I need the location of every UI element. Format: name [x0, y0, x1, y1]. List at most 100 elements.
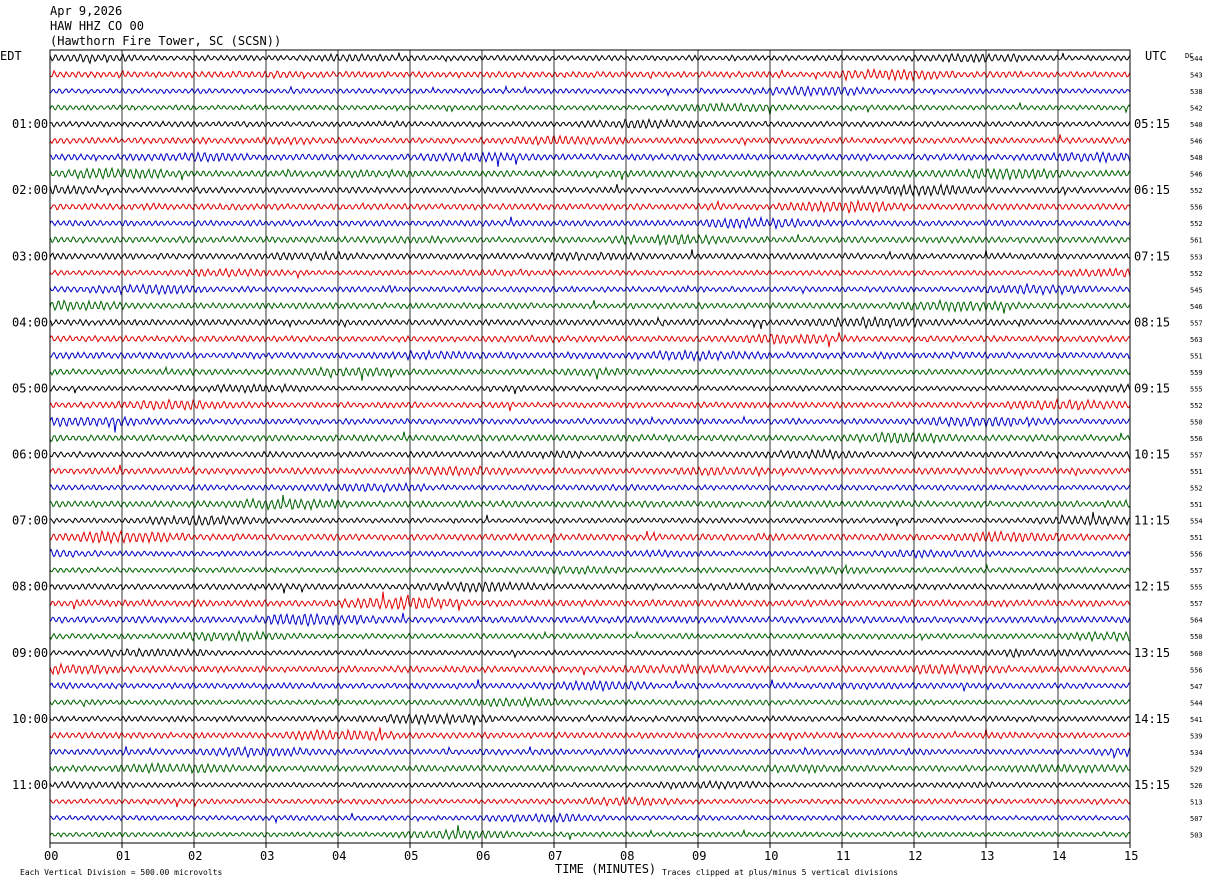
- plot-frame: [49, 49, 1131, 844]
- dc-offset-15: 546: [1190, 303, 1203, 311]
- trace-row-35: [49, 629, 1131, 643]
- trace-row-24: [49, 448, 1131, 461]
- trace-row-6: [49, 151, 1131, 167]
- trace-row-41: [49, 727, 1131, 742]
- x-tick-label-01: 01: [116, 849, 130, 863]
- edt-hour-label: 01:00: [12, 117, 48, 131]
- dc-offset-1: 543: [1190, 72, 1203, 80]
- trace-row-22: [49, 415, 1130, 433]
- trace-row-28: [49, 511, 1131, 528]
- trace-row-0: [49, 52, 1131, 65]
- trace-row-23: [49, 431, 1131, 445]
- x-tick-label-04: 04: [332, 849, 346, 863]
- x-tick-label-02: 02: [188, 849, 202, 863]
- trace-row-31: [49, 563, 1131, 576]
- dc-offset-18: 551: [1190, 352, 1203, 360]
- minute-grid: [49, 49, 1131, 848]
- dc-offset-45: 513: [1190, 798, 1203, 806]
- dc-offset-46: 507: [1190, 815, 1203, 823]
- edt-hour-label: 08:00: [12, 580, 48, 594]
- dc-offset-16: 557: [1190, 319, 1203, 327]
- dc-offset-19: 559: [1190, 369, 1203, 377]
- scale-note: Each Vertical Division = 500.00 microvol…: [20, 868, 222, 877]
- utc-hour-label: 06:15: [1134, 183, 1170, 197]
- dc-offset-14: 545: [1190, 286, 1203, 294]
- x-tick-label-15: 15: [1124, 849, 1138, 863]
- trace-row-3: [49, 101, 1131, 115]
- dc-offset-22: 550: [1190, 419, 1203, 427]
- trace-row-17: [49, 332, 1131, 348]
- dc-offset-11: 561: [1190, 237, 1203, 245]
- dc-offset-33: 557: [1190, 600, 1203, 608]
- dc-offset-32: 555: [1190, 584, 1203, 592]
- dc-offset-43: 529: [1190, 765, 1203, 773]
- dc-offset-9: 556: [1190, 204, 1203, 212]
- trace-row-25: [49, 464, 1131, 478]
- trace-row-34: [49, 612, 1131, 628]
- dc-offset-5: 546: [1190, 138, 1203, 146]
- x-tick-label-07: 07: [548, 849, 562, 863]
- trace-row-44: [49, 779, 1131, 791]
- x-tick-label-00: 00: [44, 849, 58, 863]
- edt-hour-label: 10:00: [12, 712, 48, 726]
- utc-hour-label: 07:15: [1134, 249, 1170, 263]
- x-tick-label-10: 10: [764, 849, 778, 863]
- trace-row-5: [49, 134, 1131, 147]
- trace-row-43: [49, 761, 1131, 775]
- utc-hour-label: 09:15: [1134, 381, 1170, 395]
- left-timezone-label: EDT: [0, 49, 22, 63]
- x-tick-label-14: 14: [1052, 849, 1066, 863]
- x-tick-label-11: 11: [836, 849, 850, 863]
- plot-date: Apr 9,2026: [50, 4, 123, 18]
- dc-offset-37: 556: [1190, 666, 1203, 674]
- utc-hour-label: 15:15: [1134, 778, 1170, 792]
- edt-hour-label: 02:00: [12, 183, 48, 197]
- x-tick-label-13: 13: [980, 849, 994, 863]
- dc-offset-38: 547: [1190, 683, 1203, 691]
- dc-offset-47: 503: [1190, 832, 1203, 840]
- trace-row-2: [49, 84, 1131, 98]
- x-tick-label-12: 12: [908, 849, 922, 863]
- channel-code: HAW HHZ CO 00: [50, 19, 144, 33]
- edt-hour-label: 09:00: [12, 646, 48, 660]
- utc-hour-label: 11:15: [1134, 514, 1170, 528]
- utc-hour-label: 05:15: [1134, 117, 1170, 131]
- trace-row-36: [49, 647, 1131, 659]
- station-name: (Hawthorn Fire Tower, SC (SCSN)): [50, 34, 282, 48]
- edt-hour-label: 06:00: [12, 448, 48, 462]
- label-group: EDT UTC DC TIME (MINUTES) Each Vertical …: [0, 49, 1203, 877]
- dc-offset-10: 552: [1190, 220, 1203, 228]
- trace-row-7: [49, 166, 1131, 182]
- trace-row-45: [49, 795, 1131, 808]
- x-tick-label-03: 03: [260, 849, 274, 863]
- trace-row-26: [49, 481, 1131, 494]
- trace-row-37: [49, 662, 1131, 676]
- dc-offset-30: 556: [1190, 551, 1203, 559]
- trace-row-10: [49, 215, 1131, 231]
- x-tick-label-05: 05: [404, 849, 418, 863]
- trace-row-33: [49, 591, 1131, 611]
- trace-row-29: [49, 529, 1131, 545]
- edt-hour-label: 03:00: [12, 249, 48, 263]
- trace-row-40: [49, 712, 1131, 726]
- trace-row-13: [49, 267, 1131, 280]
- dc-offset-17: 563: [1190, 336, 1203, 344]
- edt-hour-label: 11:00: [12, 778, 48, 792]
- dc-offset-23: 556: [1190, 435, 1203, 443]
- trace-row-21: [49, 397, 1131, 412]
- x-tick-label-09: 09: [692, 849, 706, 863]
- dc-offset-13: 552: [1190, 270, 1203, 278]
- x-axis-title: TIME (MINUTES): [555, 862, 656, 876]
- trace-row-9: [49, 199, 1131, 215]
- dc-offset-21: 552: [1190, 402, 1203, 410]
- dc-offset-2: 538: [1190, 88, 1203, 96]
- trace-row-19: [49, 365, 1131, 381]
- dc-offset-42: 534: [1190, 749, 1203, 757]
- dc-offset-20: 555: [1190, 385, 1203, 393]
- dc-offset-34: 564: [1190, 617, 1203, 625]
- trace-row-27: [49, 494, 1131, 512]
- dc-offset-12: 553: [1190, 253, 1203, 261]
- dc-offset-6: 548: [1190, 154, 1203, 162]
- dc-offset-36: 560: [1190, 650, 1203, 658]
- trace-row-11: [49, 233, 1131, 247]
